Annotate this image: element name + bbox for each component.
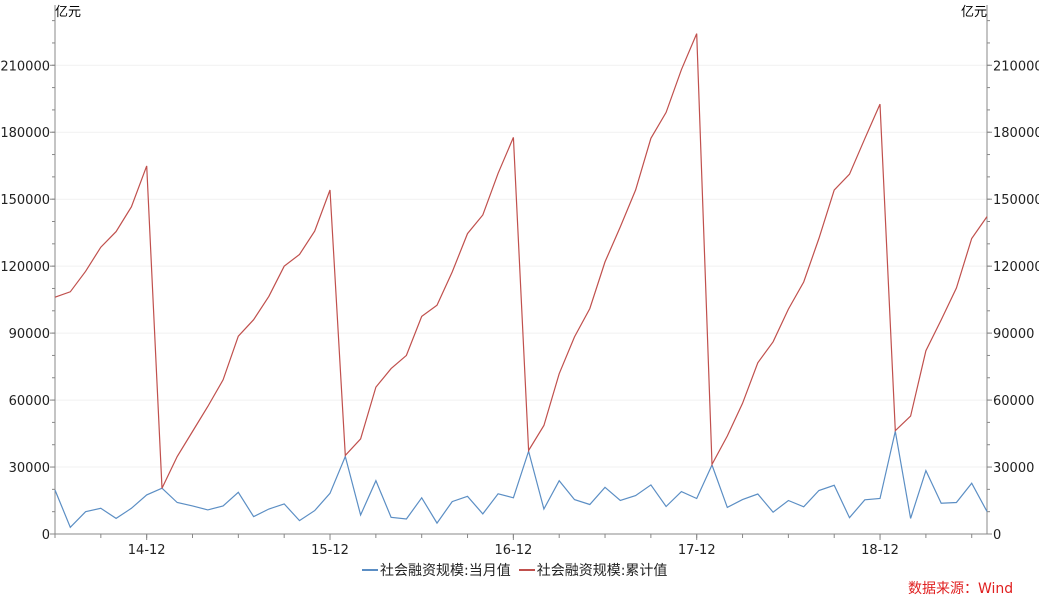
right-tick-label: 180000 bbox=[993, 126, 1039, 141]
left-tick-label: 90000 bbox=[9, 327, 50, 342]
right-tick-label: 0 bbox=[993, 528, 1001, 543]
legend-label-cumulative: 社会融资规模:累计值 bbox=[537, 560, 668, 580]
right-tick-label: 60000 bbox=[993, 394, 1034, 409]
x-tick-label: 16-12 bbox=[494, 543, 532, 558]
legend-label-monthly: 社会融资规模:当月值 bbox=[380, 560, 511, 580]
x-tick-label: 15-12 bbox=[311, 543, 349, 558]
x-tick-label: 14-12 bbox=[128, 543, 166, 558]
gridlines bbox=[55, 65, 987, 467]
source-note: 数据来源：Wind bbox=[908, 578, 1013, 598]
series-cumulative-line bbox=[55, 34, 987, 489]
left-tick-label: 150000 bbox=[0, 193, 50, 208]
right-tick-label: 120000 bbox=[993, 260, 1039, 275]
left-axis-unit: 亿元 bbox=[55, 5, 81, 20]
left-tick-label: 120000 bbox=[0, 260, 50, 275]
left-tick-label: 0 bbox=[42, 528, 50, 543]
x-tick-label: 17-12 bbox=[678, 543, 716, 558]
legend-swatch-monthly bbox=[362, 569, 378, 571]
x-tick-label: 18-12 bbox=[861, 543, 899, 558]
axes: 0 0 30000 30000 60000 60000 90000 90000 120000 12… bbox=[0, 5, 1039, 558]
legend-item-monthly: 社会融资规模:当月值 bbox=[362, 560, 511, 580]
right-tick-label: 90000 bbox=[993, 327, 1034, 342]
left-tick-label: 60000 bbox=[9, 394, 50, 409]
left-tick-label: 30000 bbox=[9, 461, 50, 476]
left-tick-label: 210000 bbox=[0, 59, 50, 74]
right-axis-unit: 亿元 bbox=[961, 5, 987, 20]
series-monthly-line bbox=[55, 431, 987, 527]
left-tick-label: 180000 bbox=[0, 126, 50, 141]
series-lines bbox=[55, 34, 987, 528]
right-tick-label: 150000 bbox=[993, 193, 1039, 208]
legend: 社会融资规模:当月值 社会融资规模:累计值 bbox=[362, 560, 667, 580]
right-tick-label: 30000 bbox=[993, 461, 1034, 476]
legend-swatch-cumulative bbox=[519, 569, 535, 571]
right-tick-label: 210000 bbox=[993, 59, 1039, 74]
legend-item-cumulative: 社会融资规模:累计值 bbox=[519, 560, 668, 580]
